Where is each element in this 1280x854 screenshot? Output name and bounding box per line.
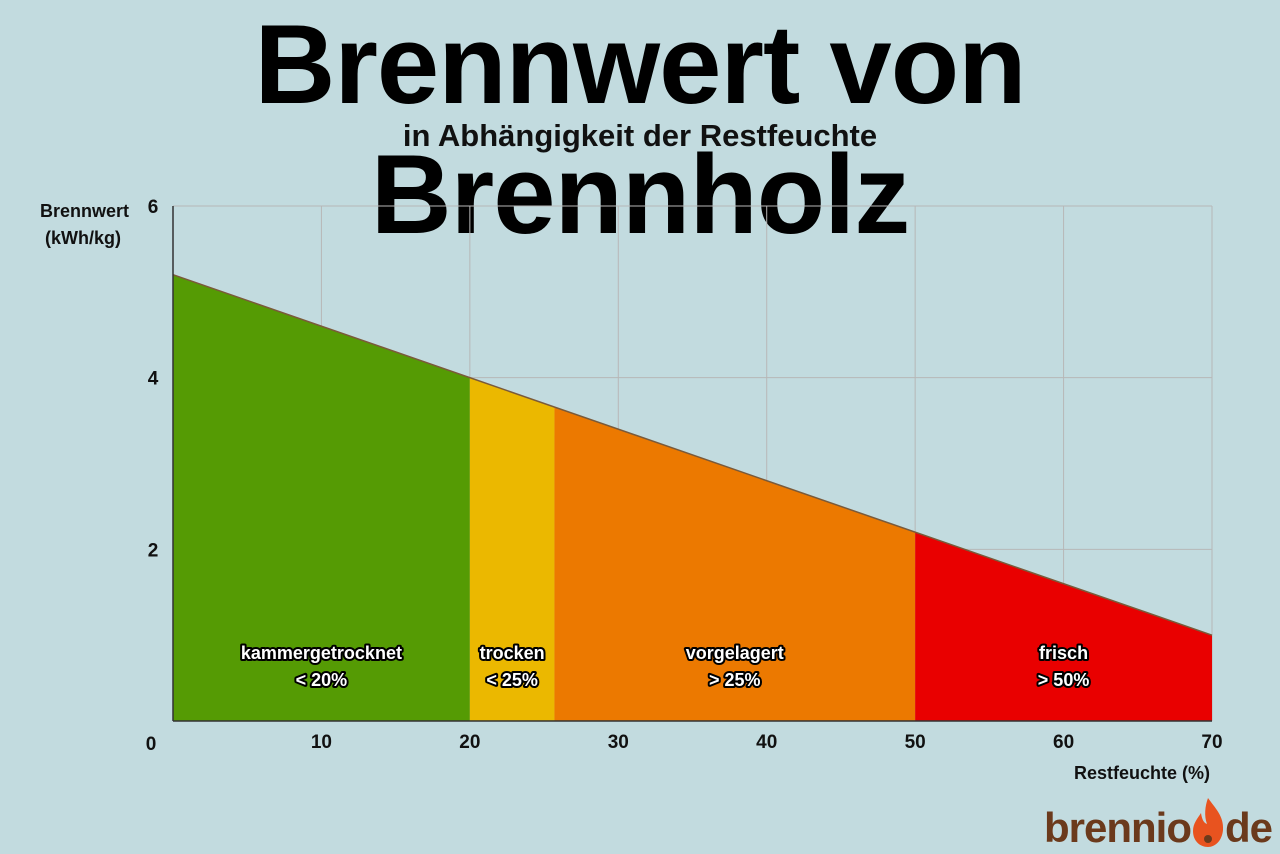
y-axis-label: Brennwert: [40, 201, 129, 221]
x-tick-label: 40: [756, 732, 777, 753]
band-range-label: < 25%: [486, 670, 538, 690]
band-trocken: [469, 377, 555, 721]
logo-text: brennio: [1043, 804, 1192, 851]
x-axis-label: Restfeuchte (%): [1074, 763, 1210, 783]
x-tick-label: 10: [311, 732, 332, 753]
y-axis-unit: (kWh/kg): [45, 228, 121, 248]
band-frisch: [915, 532, 1212, 721]
x-tick-label: 70: [1201, 732, 1222, 753]
x-tick-label: 50: [905, 732, 926, 753]
y-tick-label: 6: [148, 197, 159, 218]
band-range-label: > 50%: [1038, 670, 1090, 690]
y-tick-label: 4: [148, 369, 159, 390]
band-vorgelagert: [554, 407, 916, 721]
chart-title: Brennwert von Brennholz: [254, 2, 1026, 257]
band-kammergetrocknet: [173, 274, 470, 721]
band-label: vorgelagert: [686, 643, 784, 663]
band-range-label: > 25%: [709, 670, 761, 690]
x-tick-label: 60: [1053, 732, 1074, 753]
x-tick-label: 20: [459, 732, 480, 753]
series-line: [172, 273, 1213, 636]
logo-text-domain: de: [1224, 804, 1273, 851]
chart-subtitle: in Abhängigkeit der Restfeuchte: [402, 118, 878, 153]
flame-icon: [1192, 798, 1224, 847]
band-label: kammergetrocknet: [241, 643, 402, 663]
band-label: frisch: [1039, 643, 1088, 663]
band-range-label: < 20%: [296, 670, 348, 690]
x-tick-label: 0: [146, 734, 157, 755]
x-tick-label: 30: [608, 732, 629, 753]
logo: brennio de: [1043, 796, 1273, 852]
y-tick-label: 2: [148, 540, 159, 561]
band-label: trocken: [480, 643, 545, 663]
